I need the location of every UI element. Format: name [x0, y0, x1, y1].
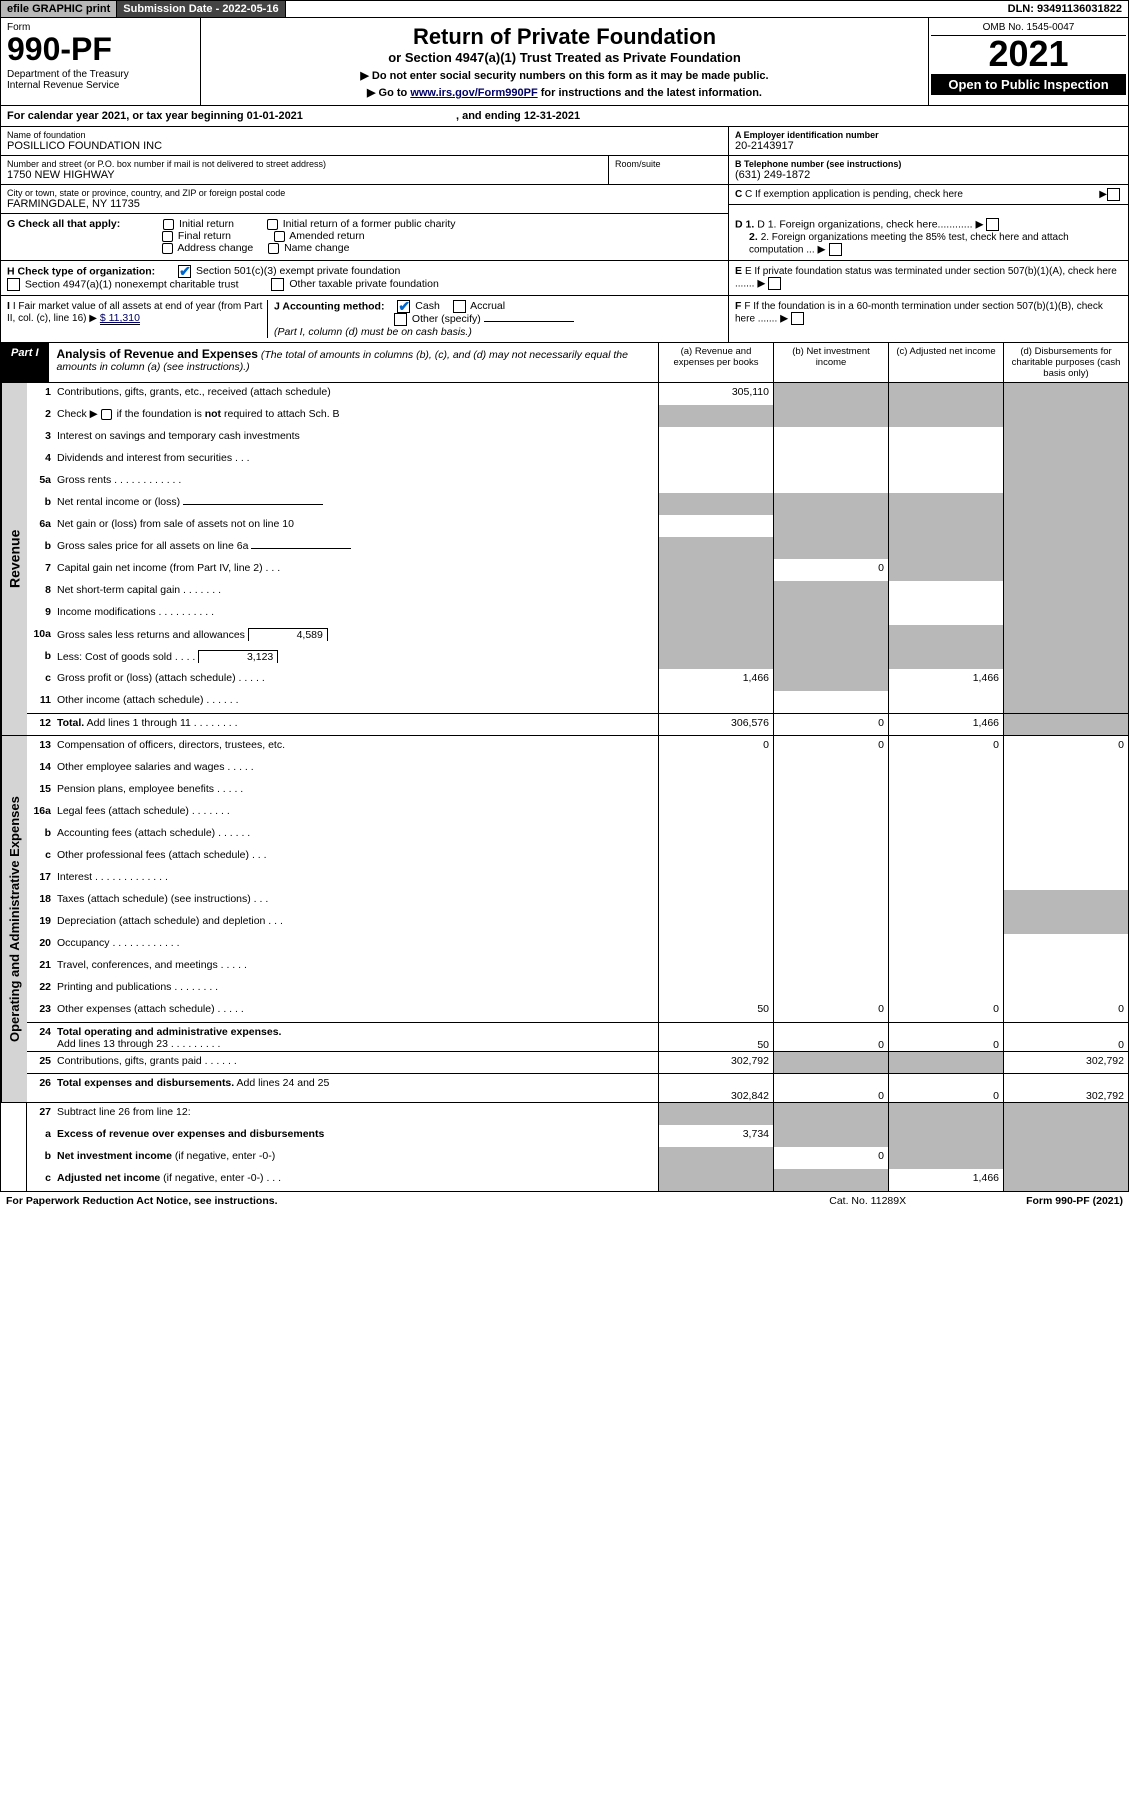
tel-label: B Telephone number (see instructions)	[735, 159, 1122, 169]
g-name-change-cb[interactable]	[268, 243, 279, 254]
section-g-d: G Check all that apply: Initial return I…	[0, 214, 1129, 261]
j-label: J Accounting method:	[274, 300, 384, 312]
top-bar: efile GRAPHIC print Submission Date - 20…	[0, 0, 1129, 18]
j-cash-cb[interactable]	[397, 300, 410, 313]
tel-value: (631) 249-1872	[735, 169, 1122, 181]
foundation-info: Name of foundation POSILLICO FOUNDATION …	[0, 127, 1129, 214]
cat-number: Cat. No. 11289X	[829, 1195, 906, 1207]
c-checkbox[interactable]	[1107, 188, 1120, 201]
g-final-return-cb[interactable]	[162, 231, 173, 242]
goto-note: ▶ Go to www.irs.gov/Form990PF for instru…	[207, 86, 922, 99]
part1-label: Part I	[1, 343, 49, 382]
paperwork-notice: For Paperwork Reduction Act Notice, see …	[6, 1195, 278, 1207]
revenue-table: Revenue 1Contributions, gifts, grants, e…	[0, 383, 1129, 736]
form-header: Form 990-PF Department of the Treasury I…	[0, 18, 1129, 106]
expenses-table: Operating and Administrative Expenses 13…	[0, 736, 1129, 1103]
f-checkbox[interactable]	[791, 312, 804, 325]
dln: DLN: 93491136031822	[1002, 1, 1128, 17]
name-label: Name of foundation	[7, 130, 722, 140]
street-address: 1750 NEW HIGHWAY	[7, 169, 602, 181]
form-number: 990-PF	[7, 33, 194, 65]
g-initial-former-cb[interactable]	[267, 219, 278, 230]
col-c-hdr: (c) Adjusted net income	[888, 343, 1003, 382]
f-label: F If the foundation is in a 60-month ter…	[735, 301, 1103, 324]
d1-checkbox[interactable]	[986, 218, 999, 231]
efile-print-button[interactable]: efile GRAPHIC print	[1, 1, 117, 17]
submission-date: Submission Date - 2022-05-16	[117, 1, 285, 17]
g-initial-return-cb[interactable]	[163, 219, 174, 230]
h-label: H Check type of organization:	[7, 265, 155, 277]
h-4947-cb[interactable]	[7, 278, 20, 291]
form-ref: Form 990-PF (2021)	[1026, 1195, 1123, 1207]
ssn-note: ▶ Do not enter social security numbers o…	[207, 69, 922, 82]
section-h-e: H Check type of organization: Section 50…	[0, 261, 1129, 296]
part1-title: Analysis of Revenue and Expenses	[57, 347, 258, 361]
calendar-year-row: For calendar year 2021, or tax year begi…	[0, 106, 1129, 127]
col-b-hdr: (b) Net investment income	[773, 343, 888, 382]
col-d-hdr: (d) Disbursements for charitable purpose…	[1003, 343, 1128, 382]
h-501c3-cb[interactable]	[178, 265, 191, 278]
line27-table: 27Subtract line 26 from line 12: aExcess…	[0, 1103, 1129, 1192]
j-accrual-cb[interactable]	[453, 300, 466, 313]
ein-label: A Employer identification number	[735, 130, 1122, 140]
r2-checkbox[interactable]	[101, 409, 112, 420]
g-addr-change-cb[interactable]	[162, 243, 173, 254]
g-amended-cb[interactable]	[274, 231, 285, 242]
e-checkbox[interactable]	[768, 277, 781, 290]
d1-label: D 1. Foreign organizations, check here..…	[757, 218, 972, 230]
expenses-label: Operating and Administrative Expenses	[1, 736, 27, 1102]
page-footer: For Paperwork Reduction Act Notice, see …	[0, 1192, 1129, 1210]
d2-checkbox[interactable]	[829, 243, 842, 256]
g-label: G Check all that apply:	[7, 218, 120, 230]
addr-label: Number and street (or P.O. box number if…	[7, 159, 602, 169]
room-suite-label: Room/suite	[608, 156, 728, 185]
open-inspection: Open to Public Inspection	[931, 74, 1126, 95]
revenue-label: Revenue	[1, 383, 27, 735]
tax-year: 2021	[931, 36, 1126, 72]
d2-label: 2. Foreign organizations meeting the 85%…	[749, 232, 1069, 255]
dept-treasury: Department of the Treasury Internal Reve…	[7, 69, 194, 91]
foundation-name: POSILLICO FOUNDATION INC	[7, 140, 722, 152]
form-title: Return of Private Foundation	[207, 24, 922, 50]
ein-value: 20-2143917	[735, 140, 1122, 152]
irs-link[interactable]: www.irs.gov/Form990PF	[410, 87, 537, 99]
fmv-value[interactable]: $ 11,310	[100, 312, 140, 325]
form-subtitle: or Section 4947(a)(1) Trust Treated as P…	[207, 50, 922, 65]
e-label: E If private foundation status was termi…	[735, 266, 1117, 289]
c-exemption-label: C C If exemption application is pending,…	[735, 189, 963, 200]
city-state-zip: FARMINGDALE, NY 11735	[7, 198, 722, 210]
col-a-hdr: (a) Revenue and expenses per books	[658, 343, 773, 382]
j-note: (Part I, column (d) must be on cash basi…	[274, 326, 472, 338]
j-other-cb[interactable]	[394, 313, 407, 326]
h-other-cb[interactable]	[271, 278, 284, 291]
city-label: City or town, state or province, country…	[7, 188, 722, 198]
section-ij-f: I I Fair market value of all assets at e…	[0, 296, 1129, 343]
part1-header: Part I Analysis of Revenue and Expenses …	[0, 343, 1129, 383]
